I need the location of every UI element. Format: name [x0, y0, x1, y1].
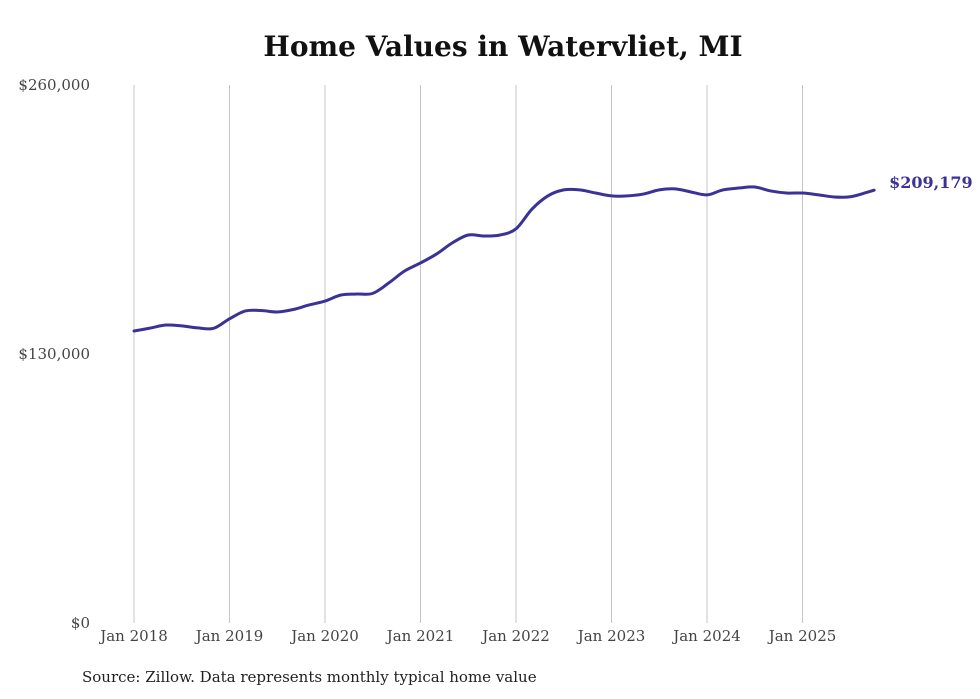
series-line [132, 185, 876, 333]
chart-title: Home Values in Watervliet, MI [263, 30, 743, 63]
y-tick-label: $0 [71, 614, 90, 632]
source-note: Source: Zillow. Data represents monthly … [82, 668, 537, 686]
x-tick-label: Jan 2022 [480, 627, 550, 645]
y-tick-label: $130,000 [18, 345, 90, 363]
x-tick-label: Jan 2024 [671, 627, 741, 645]
x-tick-label: Jan 2020 [289, 627, 359, 645]
y-tick-label: $260,000 [18, 76, 90, 94]
end-value-label: $209,179 [889, 173, 973, 192]
x-tick-label: Jan 2021 [385, 627, 455, 645]
x-tick-label: Jan 2023 [576, 627, 646, 645]
x-tick-label: Jan 2019 [194, 627, 264, 645]
x-tick-label: Jan 2018 [98, 627, 168, 645]
x-tick-label: Jan 2025 [767, 627, 837, 645]
